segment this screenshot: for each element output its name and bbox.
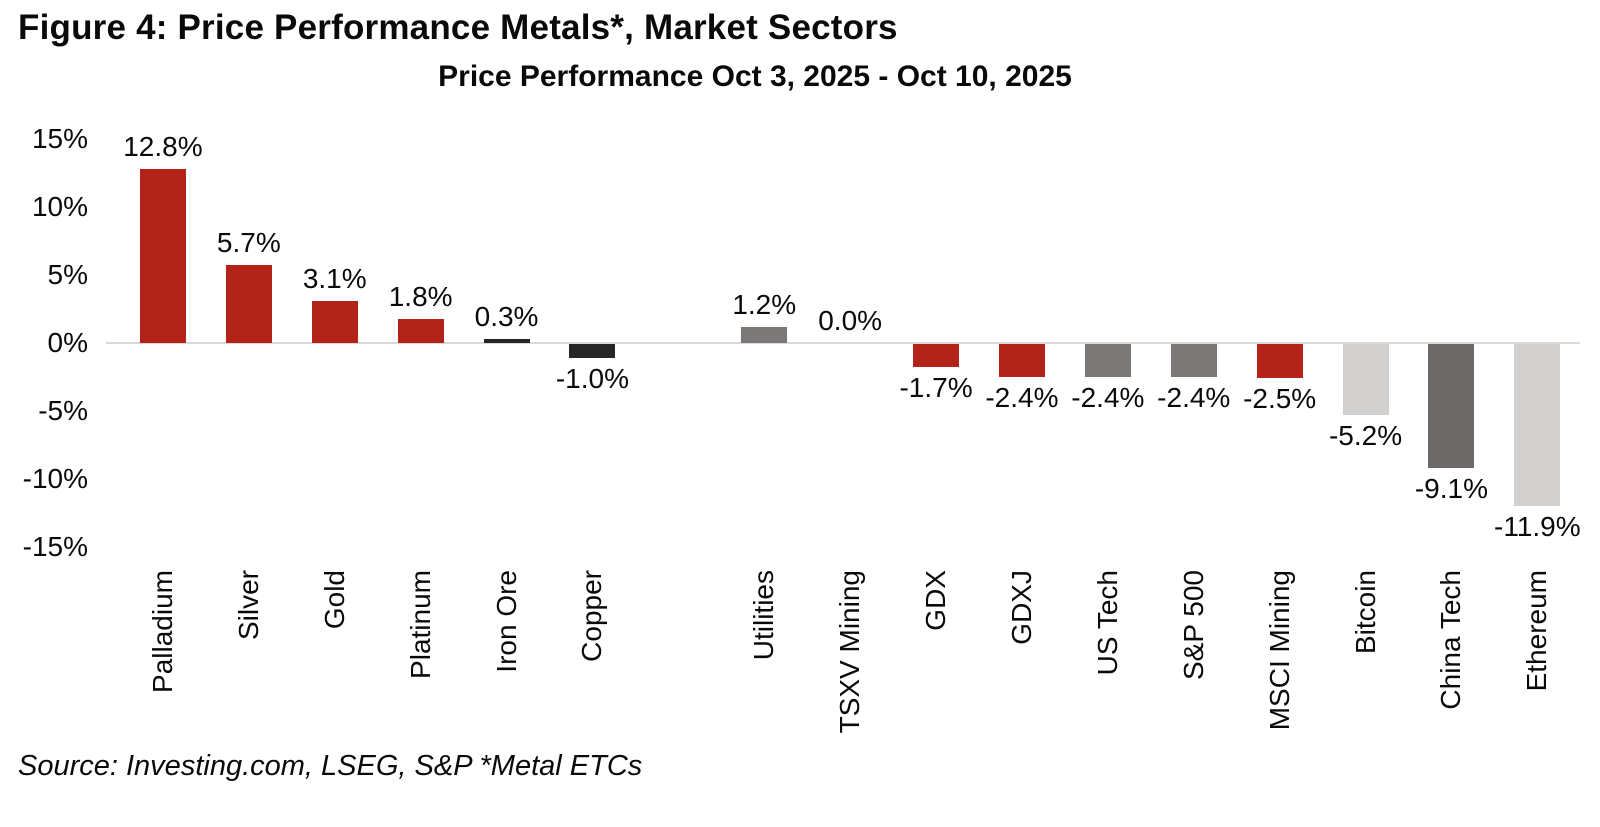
x-label-gdx: GDX bbox=[920, 570, 952, 631]
x-label-cell-china-tech: China Tech bbox=[1409, 570, 1495, 785]
x-label-cell-tsxv-mining: TSXV Mining bbox=[807, 570, 893, 785]
x-label-cell-ethereum: Ethereum bbox=[1494, 570, 1580, 785]
value-label-bitcoin: -5.2% bbox=[1328, 419, 1403, 451]
value-label-tsxv-mining: 0.0% bbox=[818, 305, 883, 336]
bar-gold bbox=[311, 300, 358, 343]
x-label-tsxv-mining: TSXV Mining bbox=[834, 570, 866, 734]
bar-palladium bbox=[139, 168, 186, 343]
bar-msci-mining bbox=[1256, 344, 1303, 378]
bar-bitcoin bbox=[1342, 344, 1389, 415]
bar-copper bbox=[569, 344, 616, 358]
y-tick-5: -5% bbox=[38, 395, 88, 426]
y-tick-15: 15% bbox=[31, 123, 88, 154]
y-tick-5: 5% bbox=[47, 259, 88, 290]
value-label-gdx: -1.7% bbox=[899, 372, 973, 404]
value-label-s-p-500: -2.4% bbox=[1157, 381, 1231, 413]
x-label-china-tech: China Tech bbox=[1435, 570, 1467, 710]
x-label-cell-s-p-500: S&P 500 bbox=[1151, 570, 1237, 785]
bar-gdxj bbox=[998, 344, 1045, 377]
bar-ethereum bbox=[1514, 344, 1561, 506]
figure-title: Figure 4: Price Performance Metals*, Mar… bbox=[18, 8, 898, 47]
bar-silver bbox=[225, 265, 272, 343]
zero-axis-line bbox=[106, 342, 1580, 344]
bar-platinum bbox=[397, 318, 444, 343]
bar-china-tech bbox=[1428, 344, 1475, 468]
value-label-copper: -1.0% bbox=[555, 362, 630, 394]
value-label-iron-ore: 0.3% bbox=[474, 300, 539, 332]
y-tick-10: 10% bbox=[31, 191, 88, 222]
bar-gdx bbox=[913, 344, 960, 368]
value-label-gold: 3.1% bbox=[302, 262, 367, 294]
source-note: Source: Investing.com, LSEG, S&P *Metal … bbox=[18, 750, 643, 782]
value-label-platinum: 1.8% bbox=[388, 280, 453, 312]
x-label-cell-us-tech: US Tech bbox=[1065, 570, 1151, 785]
chart-title: Price Performance Oct 3, 2025 - Oct 10, … bbox=[438, 60, 1072, 93]
x-label-us-tech: US Tech bbox=[1091, 570, 1123, 676]
x-label-cell-gdx: GDX bbox=[893, 570, 979, 785]
x-label-utilities: Utilities bbox=[748, 570, 780, 661]
x-label-s-p-500: S&P 500 bbox=[1177, 570, 1209, 681]
value-label-silver: 5.7% bbox=[216, 227, 281, 259]
x-label-copper: Copper bbox=[576, 570, 608, 662]
x-label-cell-utilities: Utilities bbox=[721, 570, 807, 785]
x-label-msci-mining: MSCI Mining bbox=[1263, 570, 1295, 731]
x-label-gold: Gold bbox=[318, 570, 350, 630]
bar-s-p-500 bbox=[1170, 344, 1217, 377]
x-label-ethereum: Ethereum bbox=[1521, 570, 1553, 692]
x-label-gdxj: GDXJ bbox=[1005, 570, 1037, 645]
y-tick-10: -10% bbox=[22, 463, 88, 494]
x-label-cell-bitcoin: Bitcoin bbox=[1323, 570, 1409, 785]
value-label-china-tech: -9.1% bbox=[1414, 472, 1489, 504]
y-tick-15: -15% bbox=[22, 531, 88, 562]
bar-iron-ore bbox=[483, 338, 530, 343]
bar-us-tech bbox=[1084, 344, 1131, 377]
x-label-bitcoin: Bitcoin bbox=[1349, 570, 1381, 655]
x-label-platinum: Platinum bbox=[404, 570, 436, 679]
x-label-cell-msci-mining: MSCI Mining bbox=[1237, 570, 1323, 785]
value-label-us-tech: -2.4% bbox=[1071, 381, 1145, 413]
x-label-iron-ore: Iron Ore bbox=[490, 570, 522, 673]
bar-utilities bbox=[741, 326, 788, 343]
x-label-palladium: Palladium bbox=[146, 570, 178, 693]
x-label-cell-gdxj: GDXJ bbox=[979, 570, 1065, 785]
value-label-msci-mining: -2.5% bbox=[1243, 383, 1317, 414]
value-label-utilities: 1.2% bbox=[732, 288, 797, 320]
x-label-silver: Silver bbox=[232, 570, 264, 641]
y-tick-0: 0% bbox=[47, 327, 88, 358]
value-label-gdxj: -2.4% bbox=[985, 381, 1059, 413]
value-label-ethereum: -11.9% bbox=[1494, 510, 1581, 542]
value-label-palladium: 12.8% bbox=[123, 130, 203, 162]
